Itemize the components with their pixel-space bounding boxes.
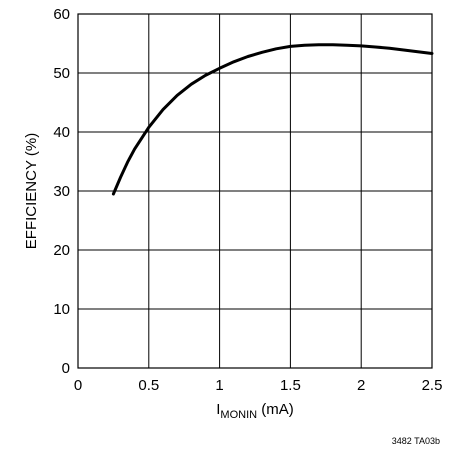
y-tick-label: 20 [53,242,70,259]
x-axis-title-main: I [216,401,220,418]
y-tick-label: 50 [53,65,70,82]
y-tick-label: 30 [53,183,70,200]
y-tick-label: 10 [53,301,70,318]
series-line [111,43,434,196]
x-axis-title-subscript: MONIN [220,409,257,421]
x-tick-label: 0 [74,377,82,394]
grid-lines [78,14,432,368]
x-axis-title-unit: (mA) [257,401,294,418]
series-group [111,43,434,196]
y-tick-labels: 0 10 20 30 40 50 60 [53,6,70,377]
x-tick-labels: 0 0.5 1 1.5 2 2.5 [74,377,443,394]
x-axis-title: IMONIN (mA) [216,401,294,421]
x-tick-label: 1.5 [280,377,301,394]
x-tick-label: 2.5 [422,377,443,394]
figure-id: 3482 TA03b [392,436,440,446]
y-tick-label: 0 [62,360,70,377]
y-axis-title: EFFICIENCY (%) [23,133,40,249]
x-tick-label: 1 [215,377,223,394]
y-tick-label: 60 [53,6,70,23]
plot-frame [77,13,433,369]
x-tick-label: 0.5 [138,377,159,394]
y-tick-label: 40 [53,124,70,141]
x-tick-label: 2 [357,377,365,394]
